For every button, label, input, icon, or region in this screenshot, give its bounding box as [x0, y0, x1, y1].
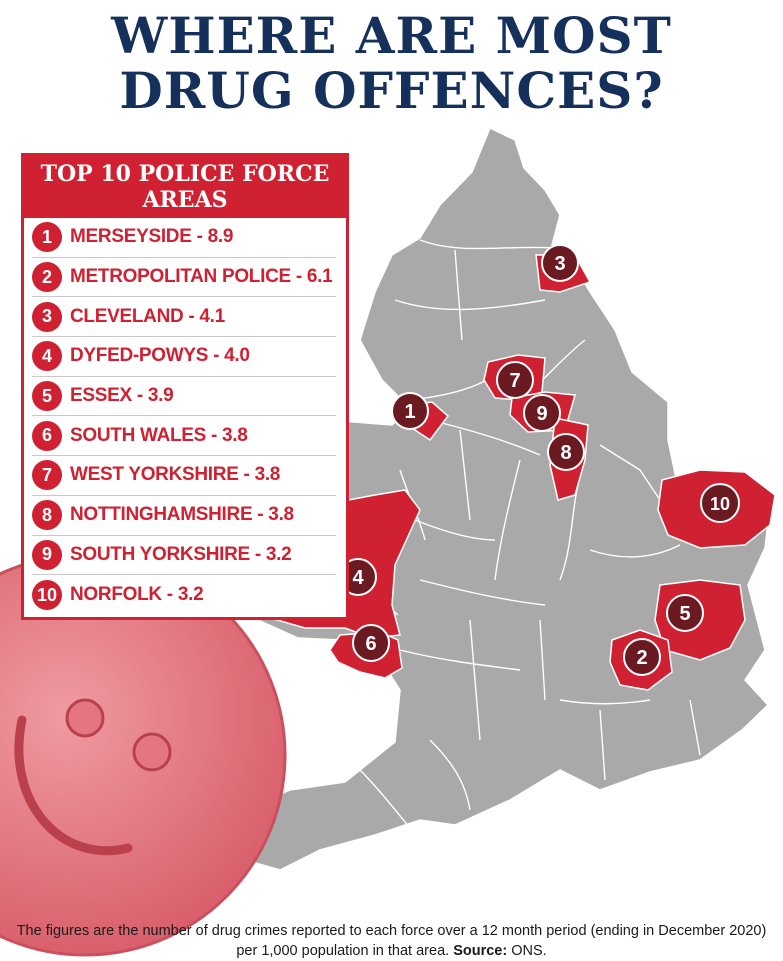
- list-item: 4 DYFED-POWYS - 4.0: [32, 337, 336, 377]
- list-item: 7 WEST YORKSHIRE - 3.8: [32, 456, 336, 496]
- caption-source: ONS.: [511, 942, 547, 959]
- marker-6: 6: [352, 624, 390, 662]
- rank-badge: 5: [32, 381, 62, 412]
- caption-text: The figures are the number of drug crime…: [16, 922, 767, 959]
- caption: The figures are the number of drug crime…: [10, 921, 773, 961]
- panel-heading-line-2: AREAS: [142, 187, 228, 213]
- rank-label: NORFOLK - 3.2: [70, 584, 204, 606]
- list-item: 2 METROPOLITAN POLICE - 6.1: [32, 258, 336, 298]
- list-item: 8 NOTTINGHAMSHIRE - 3.8: [32, 496, 336, 536]
- marker-1: 1: [391, 392, 429, 430]
- rank-label: ESSEX - 3.9: [70, 385, 174, 407]
- rank-label: SOUTH WALES - 3.8: [70, 424, 248, 446]
- marker-2: 2: [623, 638, 661, 676]
- pill-eye-left: [65, 698, 105, 738]
- list-item: 6 SOUTH WALES - 3.8: [32, 416, 336, 457]
- rank-label: DYFED-POWYS - 4.0: [70, 345, 250, 367]
- title-line-1: WHERE ARE MOST: [111, 6, 672, 65]
- marker-5: 5: [666, 594, 704, 632]
- marker-3: 3: [541, 244, 579, 282]
- marker-8: 8: [547, 433, 585, 471]
- rank-badge: 1: [32, 222, 62, 253]
- caption-source-label: Source:: [453, 942, 508, 959]
- list-item: 3 CLEVELAND - 4.1: [32, 297, 336, 338]
- rank-badge: 3: [32, 301, 62, 332]
- panel-heading-line-1: TOP 10 POLICE FORCE: [40, 161, 330, 187]
- marker-4: 4: [339, 558, 377, 596]
- marker-7: 7: [496, 361, 534, 399]
- svg-text:1: 1: [404, 401, 415, 423]
- rank-list: 1 MERSEYSIDE - 8.9 2 METROPOLITAN POLICE…: [24, 218, 346, 615]
- rank-badge: 7: [32, 460, 62, 491]
- rank-badge: 10: [32, 580, 62, 611]
- top-ten-panel: TOP 10 POLICE FORCE AREAS 1 MERSEYSIDE -…: [21, 153, 349, 620]
- svg-text:4: 4: [352, 567, 364, 589]
- pill-smile: [14, 715, 133, 856]
- rank-label: METROPOLITAN POLICE - 6.1: [70, 266, 333, 288]
- svg-text:9: 9: [536, 403, 547, 425]
- list-item: 1 MERSEYSIDE - 8.9: [32, 218, 336, 258]
- rank-badge: 8: [32, 500, 62, 531]
- svg-text:5: 5: [679, 603, 690, 625]
- svg-text:6: 6: [365, 633, 376, 655]
- list-item: 9 SOUTH YORKSHIRE - 3.2: [32, 536, 336, 576]
- rank-label: MERSEYSIDE - 8.9: [70, 226, 234, 248]
- rank-label: SOUTH YORKSHIRE - 3.2: [70, 543, 292, 565]
- svg-text:3: 3: [554, 253, 565, 275]
- rank-label: WEST YORKSHIRE - 3.8: [70, 464, 281, 486]
- svg-text:8: 8: [560, 442, 571, 464]
- rank-badge: 4: [32, 341, 62, 372]
- svg-text:7: 7: [509, 370, 520, 392]
- page-title: WHERE ARE MOST DRUG OFFENCES?: [0, 8, 783, 118]
- marker-9: 9: [523, 394, 561, 432]
- svg-text:2: 2: [636, 647, 647, 669]
- rank-badge: 2: [32, 262, 62, 293]
- list-item: 5 ESSEX - 3.9: [32, 377, 336, 417]
- rank-label: CLEVELAND - 4.1: [70, 305, 225, 327]
- rank-label: NOTTINGHAMSHIRE - 3.8: [70, 504, 294, 526]
- title-line-2: DRUG OFFENCES?: [119, 61, 664, 120]
- panel-heading: TOP 10 POLICE FORCE AREAS: [24, 156, 346, 218]
- rank-badge: 9: [32, 539, 62, 570]
- marker-10: 10: [700, 483, 740, 523]
- rank-badge: 6: [32, 420, 62, 451]
- list-item: 10 NORFOLK - 3.2: [32, 575, 336, 615]
- map-markers: 1 2 3 4 5 6 7 8: [339, 244, 740, 676]
- svg-text:10: 10: [710, 494, 730, 514]
- pill-eye-right: [132, 732, 172, 772]
